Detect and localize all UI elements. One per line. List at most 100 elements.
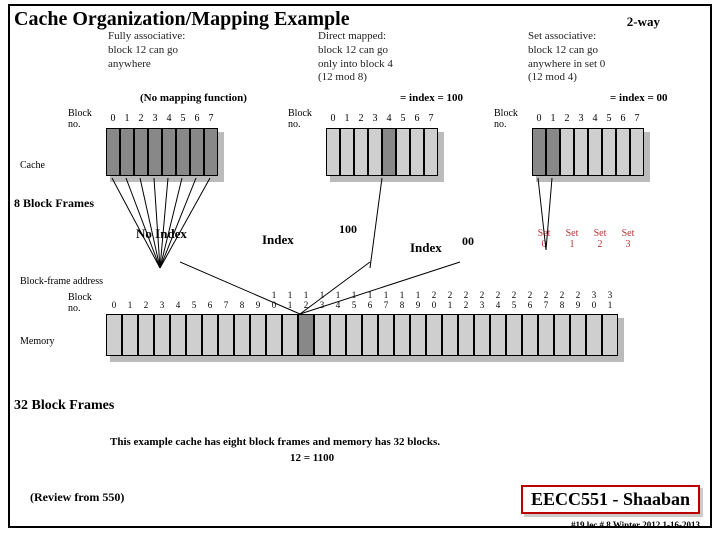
mem-cell [122,314,138,356]
digit: 0 [326,113,340,124]
hundred-label: 100 [339,222,357,237]
mem-cell [410,314,426,356]
two-way-label: 2-way [627,14,660,30]
col-direct: Direct mapped: block 12 can go only into… [318,30,528,85]
arrows-setassoc [520,178,600,278]
mem-grid [106,314,618,356]
set-label: Set3 [614,228,642,250]
mem-tens-digit [154,290,170,300]
mem-ones-digit: 7 [538,300,554,310]
cache-cell [630,128,644,176]
cache-cell [616,128,630,176]
cache-cell [340,128,354,176]
mem-cell [330,314,346,356]
mem-cell [138,314,154,356]
mem-cell [586,314,602,356]
mem-cell [154,314,170,356]
cache-cell [106,128,120,176]
mem-cell [186,314,202,356]
annot-no-mapping: (No mapping function) [140,92,247,104]
col-fully: Fully associative: block 12 can go anywh… [108,30,318,71]
mem-cell [362,314,378,356]
digit: 6 [616,113,630,124]
cache-cell [368,128,382,176]
blockno-label-2: Block no. [288,108,312,130]
block-digits-3: 01234567 [532,113,644,124]
digit: 7 [630,113,644,124]
cache-cell [560,128,574,176]
cache-cell [354,128,368,176]
cache-cell [148,128,162,176]
footer-text: #19 lec # 8 Winter 2012 1-16-2013 [571,520,700,530]
mem-cell [266,314,282,356]
mem-cell [170,314,186,356]
cache-cell [574,128,588,176]
digit: 0 [106,113,120,124]
mem-cell [314,314,330,356]
mem-tens-digit: 2 [490,290,506,300]
cache-label: Cache [20,160,45,171]
digit: 5 [176,113,190,124]
mem-cell [202,314,218,356]
hdr-setassoc: Set associative: block 12 can go anywher… [528,30,708,85]
cache-cell [410,128,424,176]
digit: 4 [588,113,602,124]
mem-ones-digit: 8 [554,300,570,310]
mem-ones-digit: 2 [138,300,154,310]
cache-cell [424,128,438,176]
mem-cell [554,314,570,356]
review-label: (Review from 550) [30,490,124,505]
mem-cell [282,314,298,356]
cache-cell [326,128,340,176]
digit: 3 [574,113,588,124]
thirty-two-label: 32 Block Frames [14,398,114,414]
digit: 4 [162,113,176,124]
mem-ones-digit: 4 [490,300,506,310]
mem-tens-digit [122,290,138,300]
cache-grid-direct [326,128,438,176]
cache-cell [602,128,616,176]
mem-tens-digit: 3 [602,290,618,300]
mem-ones-digit: 1 [122,300,138,310]
mem-tens-digit: 3 [586,290,602,300]
cache-grid-setassoc [532,128,644,176]
mem-ones-digit: 6 [522,300,538,310]
mem-cell [442,314,458,356]
mem-label: Memory [20,336,54,347]
mem-cell [234,314,250,356]
hdr-fully: Fully associative: block 12 can go anywh… [108,30,318,71]
annot-idx00: = index = 00 [610,92,667,104]
mem-ones-digit: 0 [586,300,602,310]
eecc-box: EECC551 - Shaaban [521,485,700,514]
mem-cell [474,314,490,356]
digit: 0 [532,113,546,124]
digit: 1 [120,113,134,124]
digit: 6 [190,113,204,124]
binary-text: 12 = 1100 [290,452,334,464]
eight-frames-label: 8 Block Frames [14,196,94,211]
cache-grid-fully [106,128,218,176]
digit: 3 [148,113,162,124]
annot-idx100: = index = 100 [400,92,463,104]
mem-ones-digit: 0 [106,300,122,310]
cache-cell [546,128,560,176]
blockno-label-3: Block no. [494,108,518,130]
mem-tens-digit: 2 [538,290,554,300]
mem-tens-digit [138,290,154,300]
cache-cell [190,128,204,176]
mem-tens-digit: 2 [522,290,538,300]
digit: 4 [382,113,396,124]
mem-cell [298,314,314,356]
page-title: Cache Organization/Mapping Example [14,8,350,31]
mem-cell [490,314,506,356]
mem-ones-digit: 3 [154,300,170,310]
mem-cell [538,314,554,356]
mem-cell [378,314,394,356]
zeroes-label: 00 [462,234,474,249]
mem-cell [250,314,266,356]
mem-tens-digit: 2 [570,290,586,300]
block-digits-2: 01234567 [326,113,438,124]
blockno-label-1: Block no. [68,108,92,130]
cache-cell [396,128,410,176]
mem-to-cache-arrow [180,258,480,318]
